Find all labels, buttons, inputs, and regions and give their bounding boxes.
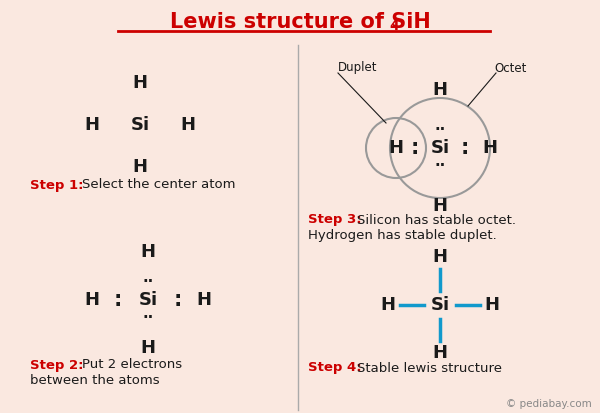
- Text: H: H: [433, 81, 448, 99]
- Text: Hydrogen has stable duplet.: Hydrogen has stable duplet.: [308, 228, 497, 242]
- Text: Si: Si: [130, 116, 149, 134]
- Text: Si: Si: [430, 139, 449, 157]
- Text: 4: 4: [389, 19, 399, 33]
- Text: :: :: [114, 290, 122, 310]
- Text: Si: Si: [430, 296, 449, 314]
- Text: :: :: [411, 138, 419, 158]
- Text: ··: ··: [434, 123, 446, 138]
- Text: Duplet: Duplet: [338, 62, 377, 74]
- Text: H: H: [380, 296, 395, 314]
- Text: :: :: [461, 138, 469, 158]
- Text: Select the center atom: Select the center atom: [82, 178, 235, 192]
- Text: H: H: [85, 291, 100, 309]
- Text: Step 2:: Step 2:: [30, 358, 83, 372]
- Text: H: H: [433, 248, 448, 266]
- Text: Octet: Octet: [494, 62, 526, 74]
- Text: H: H: [181, 116, 196, 134]
- Text: H: H: [140, 243, 155, 261]
- Text: :: :: [174, 290, 182, 310]
- Text: ··: ··: [142, 311, 154, 325]
- Text: H: H: [197, 291, 212, 309]
- Text: H: H: [433, 344, 448, 362]
- Text: Silicon has stable octet.: Silicon has stable octet.: [357, 214, 516, 226]
- Text: Step 3:: Step 3:: [308, 214, 362, 226]
- Text: H: H: [85, 116, 100, 134]
- Text: H: H: [433, 197, 448, 215]
- Text: Si: Si: [139, 291, 158, 309]
- Text: H: H: [133, 74, 148, 92]
- Text: Step 1:: Step 1:: [30, 178, 83, 192]
- Text: H: H: [133, 158, 148, 176]
- Text: H: H: [485, 296, 499, 314]
- Text: between the atoms: between the atoms: [30, 373, 160, 387]
- Text: ··: ··: [434, 159, 446, 173]
- Text: Lewis structure of SiH: Lewis structure of SiH: [170, 12, 430, 32]
- Text: ··: ··: [142, 275, 154, 290]
- Text: Put 2 electrons: Put 2 electrons: [82, 358, 182, 372]
- Text: H: H: [140, 339, 155, 357]
- Text: H: H: [482, 139, 497, 157]
- Text: © pediabay.com: © pediabay.com: [506, 399, 592, 409]
- Text: H: H: [389, 139, 404, 157]
- Text: Step 4:: Step 4:: [308, 361, 362, 375]
- Text: Stable lewis structure: Stable lewis structure: [357, 361, 502, 375]
